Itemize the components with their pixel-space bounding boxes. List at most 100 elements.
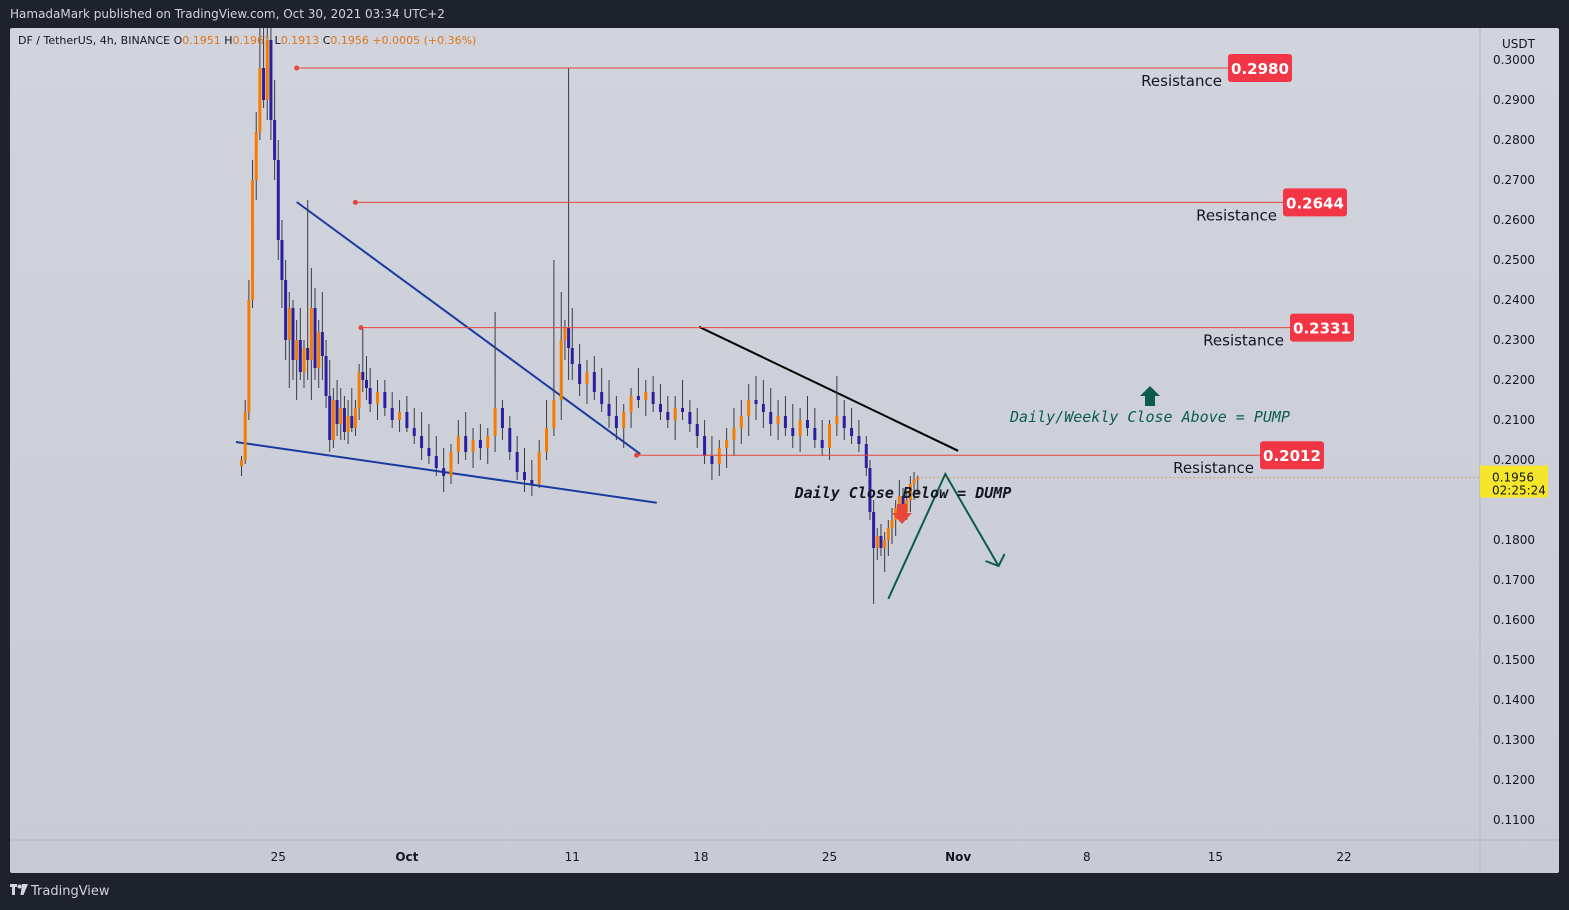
resistance-price-label: 0.2644 xyxy=(1286,194,1344,212)
candle-body xyxy=(434,456,438,468)
y-tick-label: 0.2200 xyxy=(1493,373,1535,387)
candle-body xyxy=(383,392,387,408)
resistance-price-label-bg xyxy=(1228,54,1292,82)
resistance-anchor xyxy=(358,325,364,331)
candle-body xyxy=(350,416,354,428)
y-tick-label: 0.2500 xyxy=(1493,253,1535,267)
candle-body xyxy=(916,477,920,480)
candle-body xyxy=(769,412,773,424)
y-tick-label: 0.3000 xyxy=(1493,53,1535,67)
candle-body xyxy=(908,484,912,500)
resistance-anchor xyxy=(294,65,300,71)
x-tick-label: 15 xyxy=(1208,850,1223,864)
candle-body xyxy=(309,308,313,360)
candle-body xyxy=(857,436,861,444)
resistance-anchor xyxy=(634,452,640,458)
candle-body xyxy=(658,404,662,412)
candle-body xyxy=(688,412,692,424)
high-value: 0.1961 xyxy=(232,34,272,47)
candle-body xyxy=(353,408,357,428)
candle-body xyxy=(390,408,394,420)
candle-body xyxy=(747,400,751,416)
up-arrow-icon xyxy=(1140,386,1160,406)
resistance-text: Resistance xyxy=(1203,332,1284,350)
candle-body xyxy=(357,372,361,408)
candle-body xyxy=(254,132,258,180)
candles xyxy=(240,28,920,604)
x-tick-label: Oct xyxy=(395,850,418,864)
candle-body xyxy=(500,408,504,428)
candle-body xyxy=(471,440,475,452)
candle-body xyxy=(695,424,699,436)
candle-body xyxy=(515,452,519,472)
candle-body xyxy=(324,356,328,396)
footer-bar: TradingView xyxy=(0,873,1569,910)
resistance-text: Resistance xyxy=(1141,72,1222,90)
low-value: 0.1913 xyxy=(280,34,320,47)
symbol-legend[interactable]: DF / TetherUS, 4h, BINANCE O0.1951 H0.19… xyxy=(18,34,476,47)
y-tick-label: 0.1100 xyxy=(1493,813,1535,827)
candle-body xyxy=(872,512,876,548)
candle-body xyxy=(578,364,582,384)
candle-body xyxy=(486,436,490,448)
low-label: L xyxy=(274,34,281,47)
candle-body xyxy=(449,452,453,476)
resistance-levels: 0.2980 Resistance 0.2644 Resistance 0.2331 Re… xyxy=(294,54,1354,477)
projection-arrowhead xyxy=(985,553,1006,568)
candle-body xyxy=(342,408,346,432)
candle-body xyxy=(398,412,402,420)
candle-body xyxy=(320,332,324,356)
annotations: Daily/Weekly Close Above = PUMP Daily Clo… xyxy=(794,386,1290,524)
candle-body xyxy=(776,416,780,424)
candle-body xyxy=(523,472,526,480)
candle-body xyxy=(673,408,677,420)
tradingview-icon xyxy=(10,884,28,895)
trendline-descending-resistance xyxy=(698,325,959,452)
candle-body xyxy=(427,448,431,456)
candle-body xyxy=(376,392,379,404)
y-tick-label: 0.1200 xyxy=(1493,773,1535,787)
candle-body xyxy=(508,428,512,452)
candle-body xyxy=(629,396,633,412)
candle-body xyxy=(302,348,306,372)
candle-body xyxy=(313,308,317,368)
tradingview-logo[interactable]: TradingView xyxy=(10,884,110,899)
y-tick-label: 0.2300 xyxy=(1493,333,1535,347)
price-chart[interactable]: USDT 0.3000 0.2900 0.2800 0.2700 0.2600 0.250… xyxy=(10,28,1559,873)
candle-body xyxy=(622,412,626,428)
trendlines xyxy=(235,201,959,504)
candle-body xyxy=(607,404,611,416)
candle-body xyxy=(761,404,765,412)
candle-body xyxy=(456,436,460,452)
candle-body xyxy=(478,440,482,448)
candle-body xyxy=(317,332,321,368)
candle-body xyxy=(681,408,685,412)
chart-frame[interactable]: USDT 0.3000 0.2900 0.2800 0.2700 0.2600 0.250… xyxy=(10,28,1559,873)
candle-body xyxy=(563,328,567,340)
candle-body xyxy=(295,340,299,360)
candle-body xyxy=(442,468,446,476)
projection-path xyxy=(887,471,1006,600)
candle-body xyxy=(592,372,596,392)
candle-body xyxy=(368,388,372,404)
candle-body xyxy=(335,400,339,424)
candle-body xyxy=(276,160,280,240)
candle-body xyxy=(732,428,736,440)
change-value: +0.0005 (+0.36%) xyxy=(372,34,477,47)
candle-body xyxy=(703,436,707,456)
candle-body xyxy=(754,400,758,404)
candle-body xyxy=(247,300,251,412)
y-tick-label: 0.2800 xyxy=(1493,133,1535,147)
y-tick-label: 0.2100 xyxy=(1493,413,1535,427)
candle-body xyxy=(364,380,368,388)
time-axis[interactable]: 25 Oct 11 18 25 Nov 8 15 22 xyxy=(271,850,1352,864)
price-axis[interactable]: 0.3000 0.2900 0.2800 0.2700 0.2600 0.2500 0.24… xyxy=(1493,53,1535,827)
candle-body xyxy=(269,40,273,120)
candle-body xyxy=(361,372,365,380)
y-tick-label: 0.2900 xyxy=(1493,93,1535,107)
open-value: 0.1951 xyxy=(182,34,221,47)
candle-body xyxy=(725,440,729,448)
candle-body xyxy=(805,420,809,428)
candle-body xyxy=(666,412,670,420)
x-tick-label: 25 xyxy=(822,850,837,864)
